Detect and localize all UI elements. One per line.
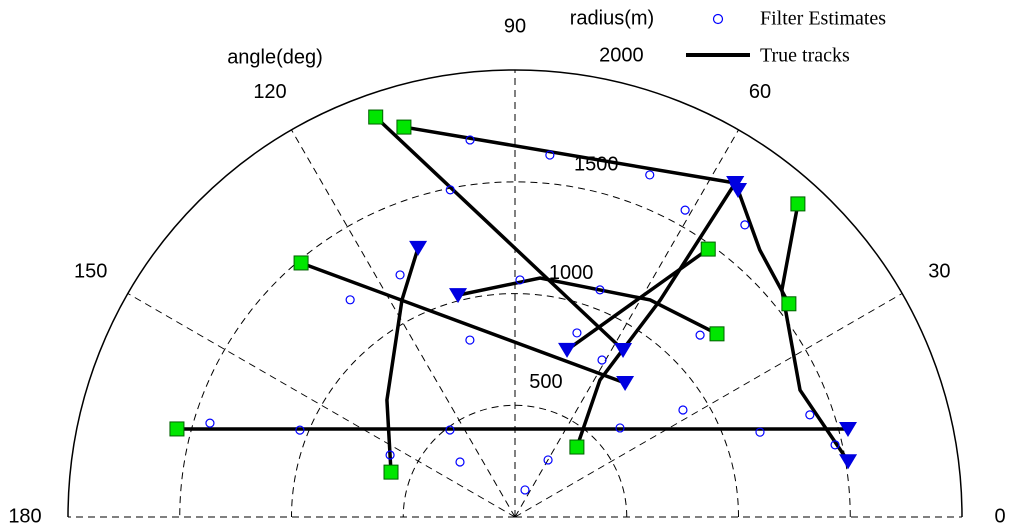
estimate-point	[545, 150, 555, 160]
r-tick-label: 500	[529, 371, 562, 393]
start-marker	[700, 241, 716, 257]
estimate-point	[455, 457, 465, 467]
grid-spoke	[514, 293, 903, 518]
estimate-point	[515, 275, 525, 285]
estimate-point	[615, 423, 625, 433]
start-marker	[396, 119, 412, 135]
start-marker	[293, 255, 309, 271]
end-marker	[839, 454, 858, 470]
track-line	[566, 247, 710, 352]
estimate-point	[695, 330, 705, 340]
end-marker	[838, 422, 857, 438]
theta-tick-label: 60	[749, 81, 771, 103]
start-marker	[709, 326, 725, 342]
estimate-point	[295, 425, 305, 435]
start-marker	[169, 421, 185, 437]
estimate-point	[205, 418, 215, 428]
estimate-point	[345, 295, 355, 305]
end-marker	[409, 240, 428, 256]
estimate-point	[830, 440, 840, 450]
track-line	[575, 182, 737, 448]
estimate-point	[680, 205, 690, 215]
end-marker	[449, 288, 468, 304]
start-marker	[790, 196, 806, 212]
track-line	[300, 261, 626, 385]
theta-tick-label: 180	[8, 505, 41, 527]
start-marker	[368, 109, 384, 125]
r-tick-label: 2000	[599, 44, 644, 66]
legend-label: Filter Estimates	[760, 8, 886, 30]
grid-spoke	[291, 129, 516, 518]
track-line	[403, 125, 736, 185]
grid-circle	[402, 404, 628, 518]
estimate-point	[572, 328, 582, 338]
estimate-point	[645, 170, 655, 180]
track-line	[736, 189, 791, 305]
theta-tick-label: 0	[994, 505, 1005, 527]
legend-marker	[712, 13, 724, 25]
estimate-point	[543, 455, 553, 465]
end-marker	[729, 183, 748, 199]
estimate-point	[520, 485, 530, 495]
estimate-point	[595, 285, 605, 295]
legend-label: True tracks	[760, 45, 850, 67]
estimate-point	[597, 355, 607, 365]
track-line	[780, 203, 850, 463]
radial-axis-label: radius(m)	[570, 7, 654, 29]
grid-circle	[291, 293, 739, 518]
theta-tick-label: 30	[928, 260, 950, 282]
r-tick-label: 1000	[549, 262, 594, 284]
estimate-point	[395, 270, 405, 280]
estimate-point	[465, 135, 475, 145]
estimate-point	[755, 427, 765, 437]
estimate-point	[740, 220, 750, 230]
track-line	[374, 115, 625, 352]
grid-spoke	[514, 129, 739, 518]
end-marker	[614, 342, 633, 358]
estimate-point	[805, 410, 815, 420]
estimate-point	[385, 450, 395, 460]
angular-axis-label: angle(deg)	[227, 46, 323, 68]
estimate-point	[678, 405, 688, 415]
theta-tick-label: 150	[74, 260, 107, 282]
track-line	[385, 247, 420, 473]
start-marker	[781, 296, 797, 312]
plot-area	[67, 69, 963, 518]
theta-tick-label: 120	[253, 81, 286, 103]
theta-tick-label: 90	[504, 15, 526, 37]
grid-spoke	[127, 293, 516, 518]
track-line	[457, 276, 718, 336]
end-marker	[616, 375, 635, 391]
estimate-point	[465, 335, 475, 345]
start-marker	[383, 464, 399, 480]
estimate-point	[445, 425, 455, 435]
start-marker	[569, 439, 585, 455]
estimate-point	[445, 185, 455, 195]
end-marker	[558, 342, 577, 358]
legend: Filter Estimates True tracks	[686, 8, 886, 67]
